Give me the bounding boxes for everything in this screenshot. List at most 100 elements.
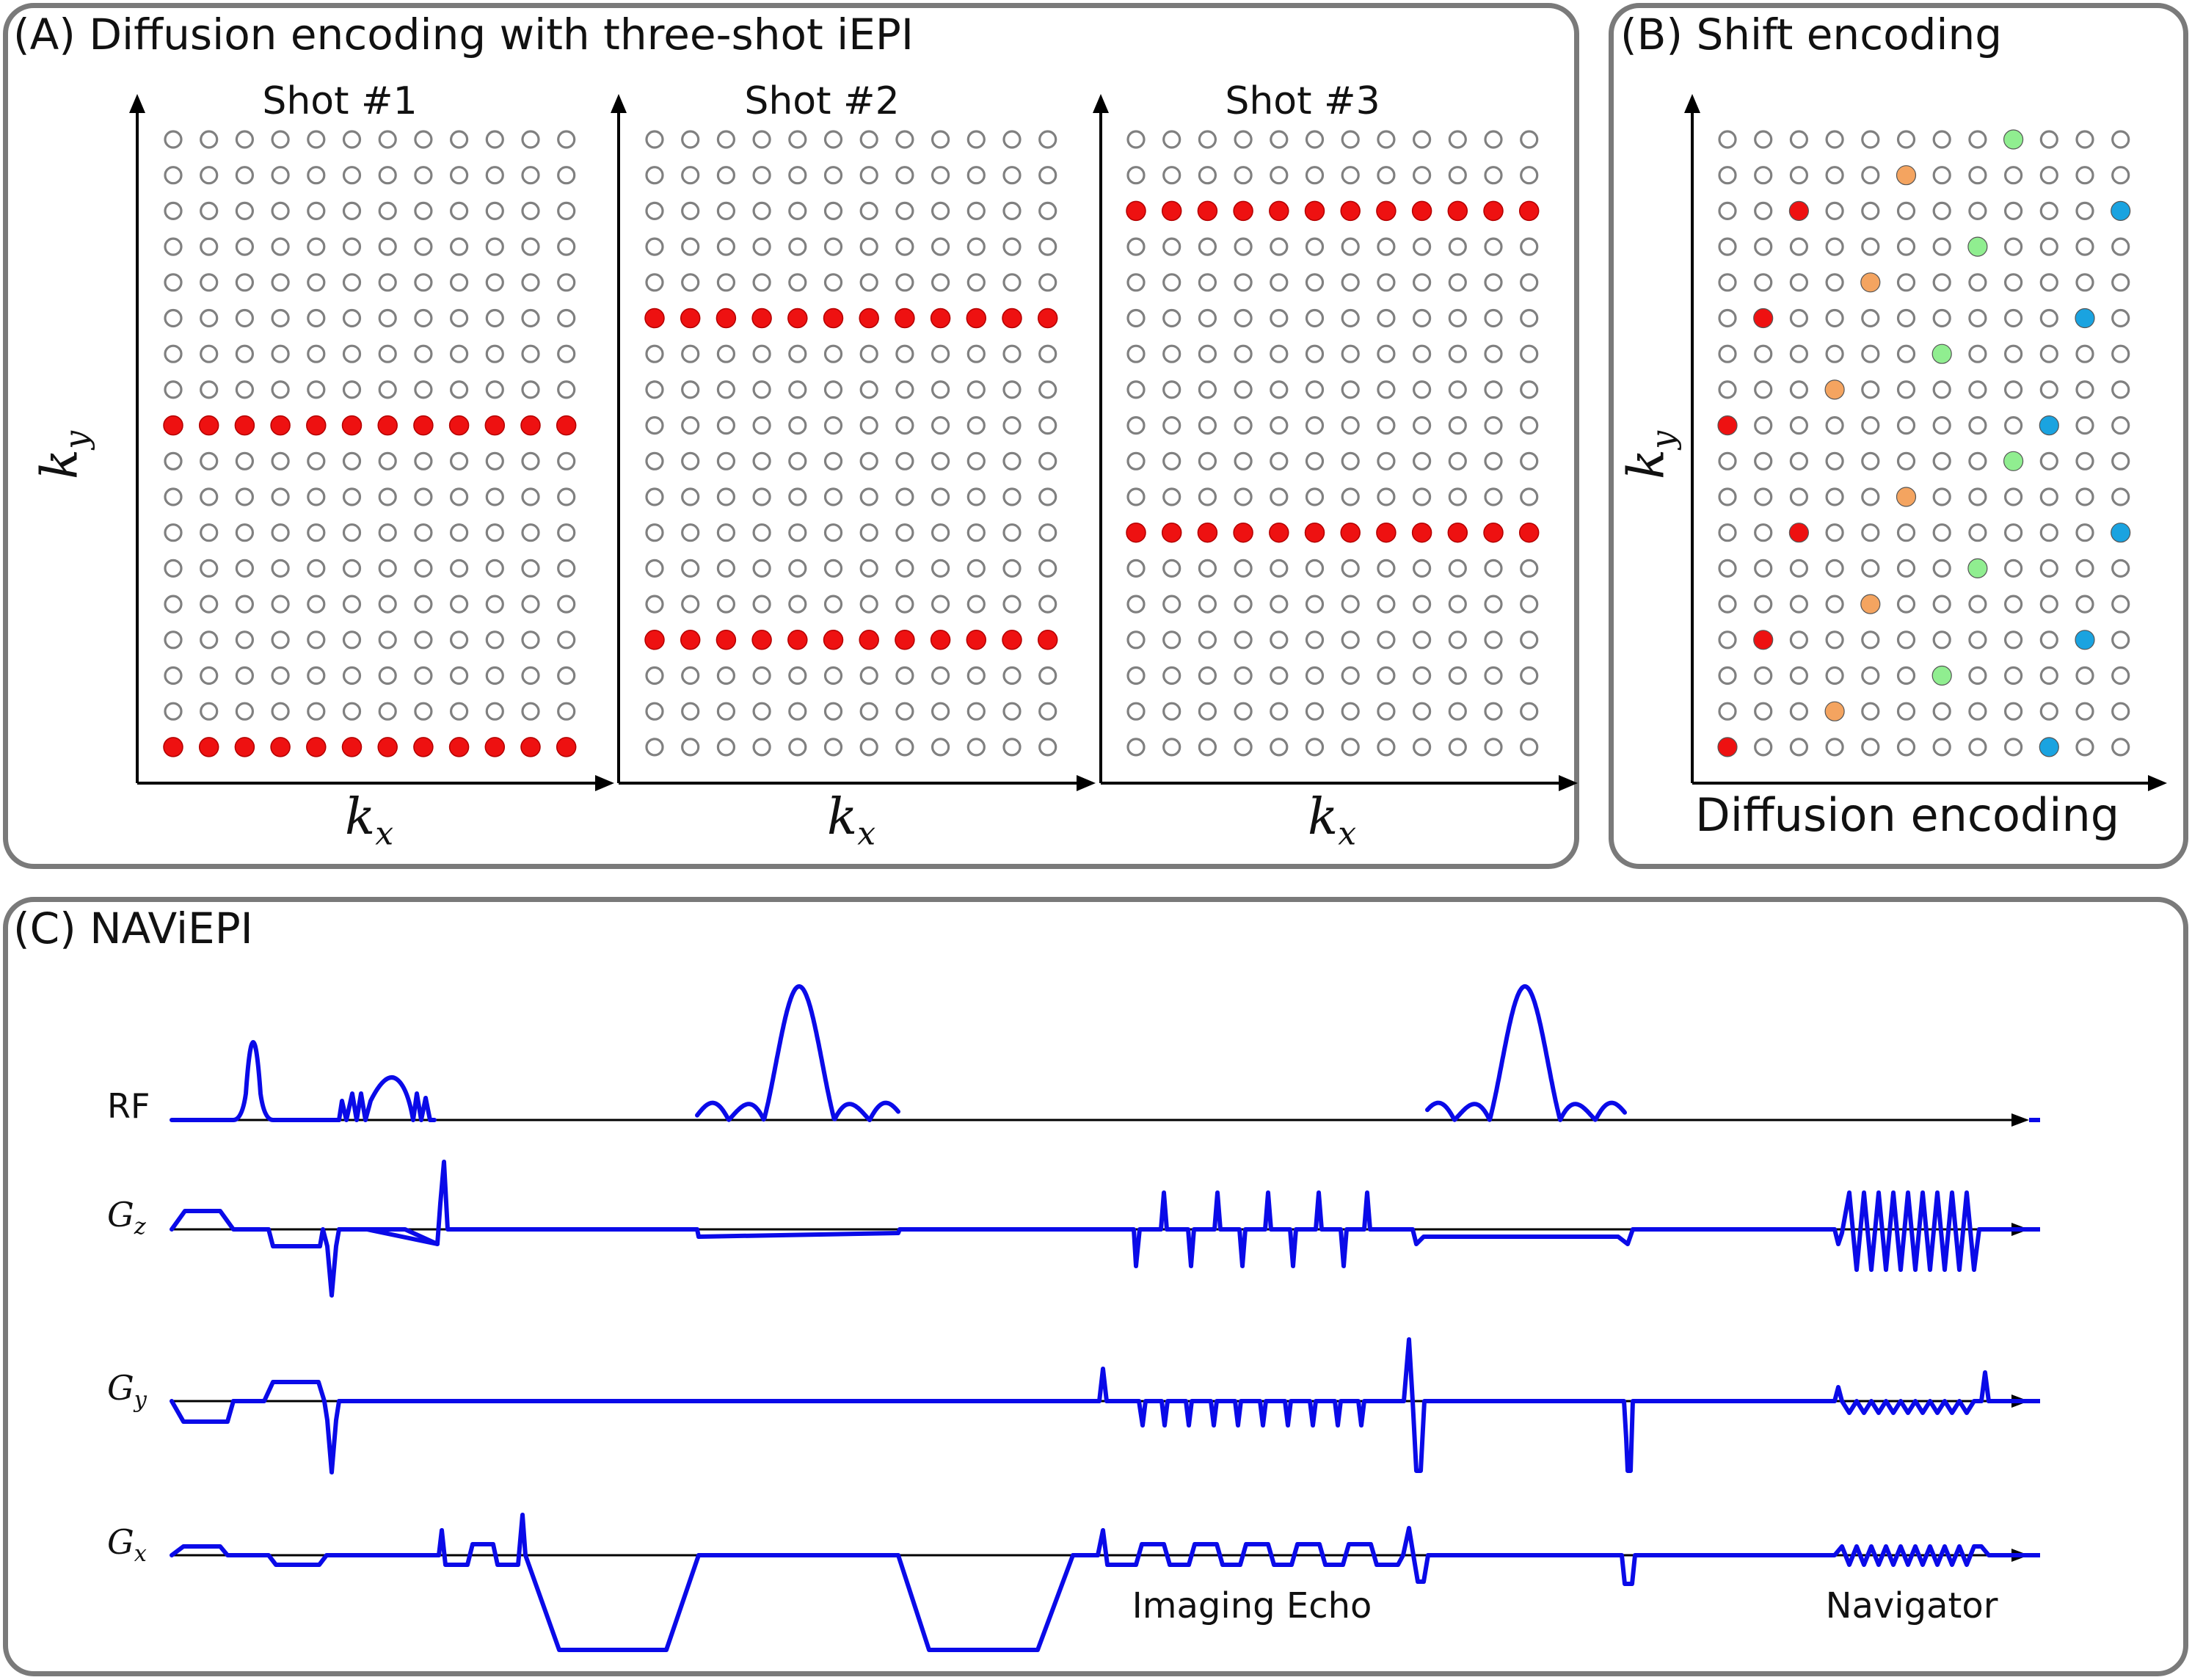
kspace-point-empty [752,666,771,686]
shift-point-empty [1789,273,1808,292]
kspace-point-filled [1447,522,1468,543]
kspace-point-empty [1484,702,1503,721]
kspace-point-empty [823,451,843,470]
kspace-point-empty [1305,702,1325,721]
kspace-point-empty [1234,738,1253,757]
kspace-point-empty [1341,415,1360,435]
shift-point-empty [1718,702,1737,721]
kspace-point-empty [1270,166,1289,185]
kspace-point-empty [788,130,807,149]
kspace-point-empty [378,594,397,614]
kspace-point-empty [1038,594,1057,614]
kspace-point-filled [1126,200,1146,222]
kspace-point-empty [788,594,807,614]
kspace-point-empty [1162,666,1181,686]
kspace-point-empty [1377,344,1396,363]
kspace-point-empty [414,344,433,363]
kspace-point-empty [1520,630,1539,650]
kspace-point-filled [895,308,915,329]
kspace-point-filled [306,737,327,757]
shift-point-empty [1932,630,1951,650]
kspace-point-empty [200,237,219,256]
kspace-point-empty [307,594,326,614]
kspace-point-filled [1037,308,1058,329]
kspace-point-empty [557,344,576,363]
kspace-point-empty [681,273,700,292]
shift-point-empty [1789,487,1808,506]
kspace-point-filled [163,415,183,436]
kspace-point-empty [1377,594,1396,614]
gy-channel-label: Gy [107,1368,147,1414]
kspace-point-empty [788,702,807,721]
kspace-point-empty [271,273,290,292]
kspace-point-filled [1197,200,1218,222]
kspace-point-empty [271,201,290,220]
kspace-point-empty [1038,415,1057,435]
shift-point-empty [2039,380,2058,399]
kspace-point-empty [1448,130,1467,149]
shift-point-empty [1968,666,1987,686]
shift-point-empty [2004,594,2023,614]
kspace-point-empty [1162,344,1181,363]
kspace-point-empty [164,201,183,220]
kspace-point-filled [751,630,772,650]
shift-point-empty [2039,201,2058,220]
kspace-point-empty [1484,130,1503,149]
kspace-point-empty [1162,273,1181,292]
kspace-point-filled [234,737,255,757]
shift-point-empty [2075,523,2094,542]
kspace-point-empty [1038,487,1057,506]
shift-point-empty [2075,702,2094,721]
kspace-point-filled [1411,200,1432,222]
kspace-point-empty [485,559,504,578]
kspace-point-empty [859,130,878,149]
kspace-point-empty [716,594,736,614]
kspace-point-empty [485,308,504,328]
kspace-point-empty [681,451,700,470]
shift-point-empty [1932,487,1951,506]
kspace-point-filled [413,415,434,436]
kspace-point-empty [1484,630,1503,650]
kspace-point-empty [931,166,950,185]
shift-point-filled [1896,487,1917,507]
kspace-point-empty [1377,237,1396,256]
kspace-point-empty [271,523,290,542]
kspace-point-empty [895,451,914,470]
kspace-point-empty [966,487,986,506]
shift-point-empty [1896,594,1916,614]
kspace-point-empty [485,344,504,363]
kspace-point-empty [1484,559,1503,578]
kspace-point-empty [966,523,986,542]
shift-point-empty [1896,201,1916,220]
kspace-point-empty [1377,559,1396,578]
kspace-point-empty [414,630,433,650]
kspace-point-empty [1126,130,1146,149]
kspace-point-empty [485,201,504,220]
kspace-point-empty [1198,487,1217,506]
kspace-point-empty [1520,666,1539,686]
kspace-point-empty [1198,380,1217,399]
gx-channel-label: Gx [107,1522,147,1568]
kspace-point-empty [1305,487,1325,506]
kspace-point-filled [1376,200,1397,222]
kspace-point-empty [449,273,469,292]
kspace-point-empty [1234,666,1253,686]
kspace-point-empty [342,344,362,363]
kspace-point-empty [1341,666,1360,686]
kspace-point-empty [164,130,183,149]
kspace-point-empty [895,166,914,185]
shift-point-empty [2004,166,2023,185]
kspace-point-empty [645,523,664,542]
shift-point-empty [1896,451,1916,470]
shot-1-title: Shot #1 [262,79,418,123]
kspace-point-empty [1305,166,1325,185]
kspace-point-empty [895,237,914,256]
kspace-point-empty [1038,380,1057,399]
shift-point-empty [1789,630,1808,650]
shift-point-empty [1754,594,1773,614]
kspace-point-empty [1126,559,1146,578]
imaging-echo-label: Imaging Echo [1132,1585,1372,1626]
kspace-point-empty [966,594,986,614]
kspace-point-empty [1412,273,1432,292]
shift-point-empty [1825,237,1844,256]
